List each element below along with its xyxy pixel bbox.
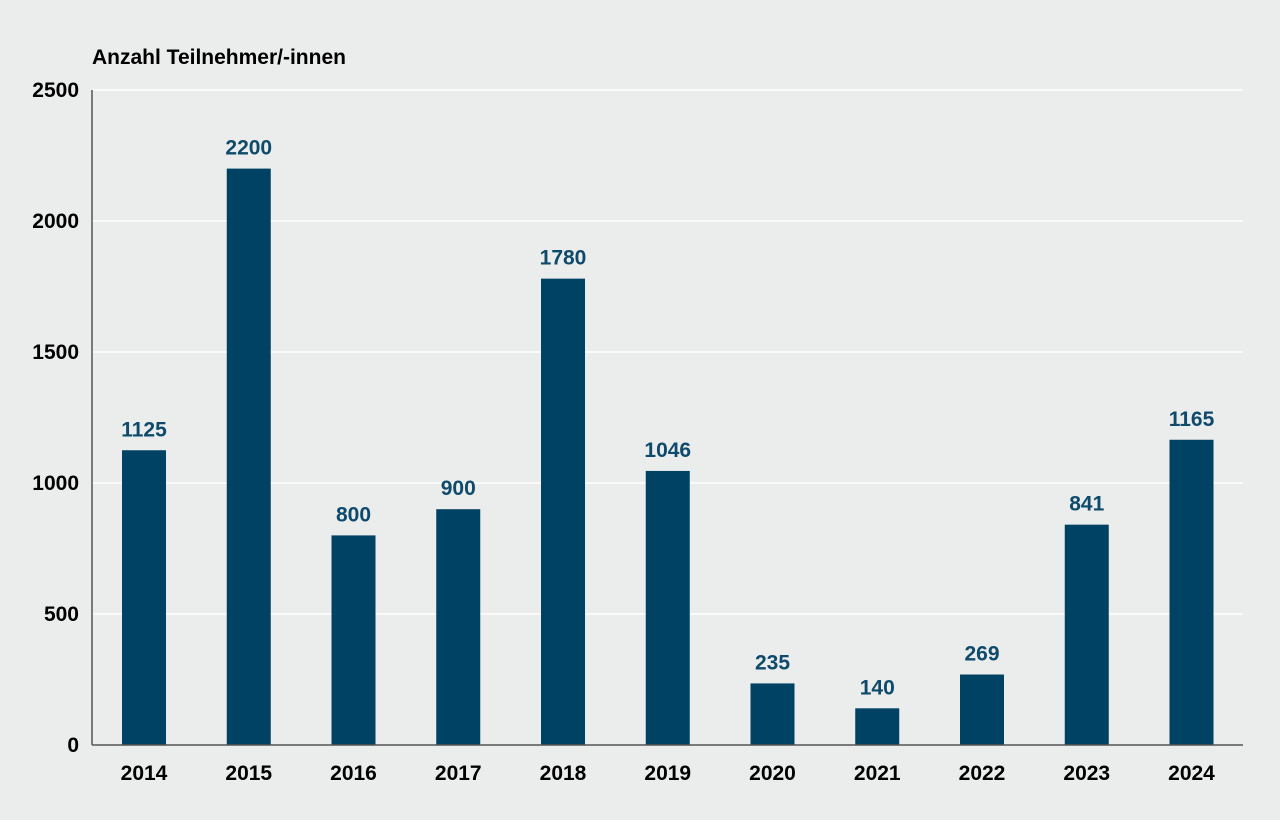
bar-value-label: 140 (860, 676, 895, 699)
data-labels: 1125 2200 800 900 1780 1046 235 140 269 841 1165 (121, 137, 1214, 700)
bar-value-label: 800 (336, 503, 371, 526)
bar-value-label: 1046 (644, 439, 691, 462)
y-tick-label: 500 (44, 603, 79, 626)
bar-value-label: 900 (441, 477, 476, 500)
bar (331, 535, 376, 745)
bar (855, 708, 900, 745)
x-tick-label: 2019 (644, 762, 691, 785)
x-axis-ticks: 2014 2015 2016 2017 2018 2019 2020 2021 2022 2023… (121, 762, 1216, 785)
x-tick-label: 2022 (959, 762, 1006, 785)
x-tick-label: 2015 (225, 762, 272, 785)
bar (541, 278, 585, 745)
bar-value-label: 1125 (121, 418, 167, 441)
x-tick-label: 2023 (1063, 762, 1110, 785)
x-tick-label: 2021 (854, 762, 901, 785)
bars (122, 168, 1214, 746)
bar-value-label: 2200 (225, 137, 272, 160)
bar-value-label: 1165 (1169, 408, 1215, 431)
y-axis-ticks: 0 500 1000 1500 2000 2500 (32, 79, 79, 757)
bar (122, 450, 166, 745)
bar (1169, 439, 1214, 745)
bar (436, 509, 481, 745)
x-tick-label: 2020 (749, 762, 796, 785)
bar-value-label: 1780 (540, 247, 587, 270)
bar (1064, 524, 1109, 745)
y-tick-label: 2500 (32, 79, 79, 102)
y-tick-label: 1000 (32, 472, 79, 495)
bar-value-label: 235 (755, 651, 790, 674)
x-tick-label: 2018 (540, 762, 587, 785)
bar-value-label: 269 (964, 643, 999, 666)
x-tick-label: 2024 (1168, 762, 1215, 785)
x-tick-label: 2014 (121, 762, 168, 785)
bar (750, 683, 795, 745)
bar (960, 674, 1004, 745)
x-tick-label: 2016 (330, 762, 377, 785)
bar (226, 168, 271, 746)
bar (645, 470, 690, 745)
y-axis-title: Anzahl Teilnehmer/-innen (92, 46, 346, 69)
y-tick-label: 2000 (32, 210, 79, 233)
x-tick-label: 2017 (435, 762, 482, 785)
bar-value-label: 841 (1069, 493, 1104, 516)
y-tick-label: 0 (67, 734, 79, 757)
y-tick-label: 1500 (32, 341, 79, 364)
